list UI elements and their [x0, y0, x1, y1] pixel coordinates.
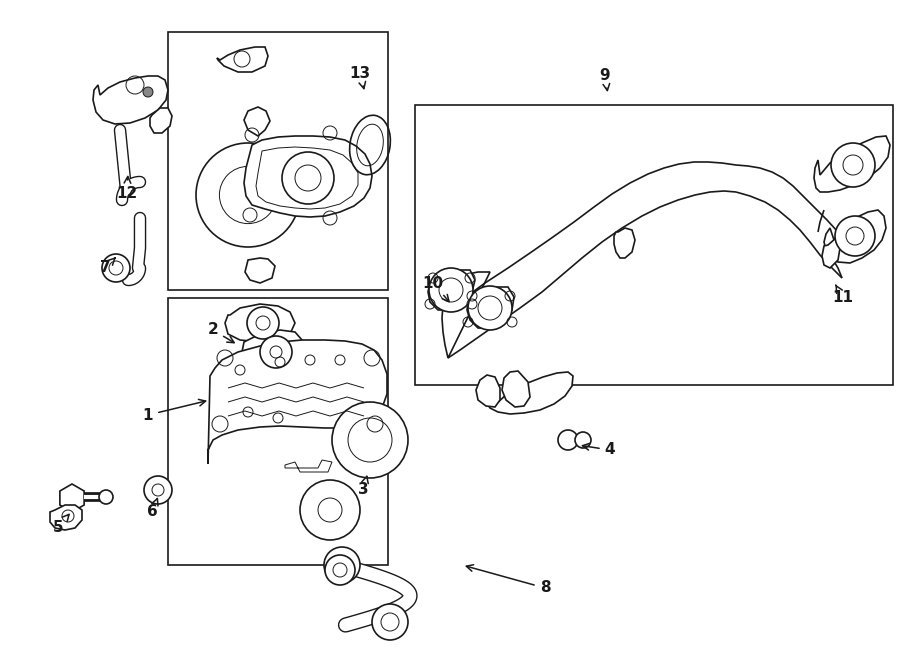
Polygon shape [93, 76, 168, 124]
Text: 10: 10 [422, 275, 449, 302]
Polygon shape [467, 287, 514, 328]
Polygon shape [242, 330, 305, 375]
Circle shape [429, 268, 473, 312]
Circle shape [325, 555, 355, 585]
Circle shape [260, 336, 292, 368]
Polygon shape [822, 238, 840, 268]
Circle shape [318, 498, 342, 522]
Polygon shape [502, 371, 530, 407]
Polygon shape [217, 47, 268, 72]
Circle shape [256, 316, 270, 330]
Polygon shape [50, 505, 82, 530]
Bar [168, 32, 388, 290]
Polygon shape [60, 484, 84, 512]
Text: 7: 7 [100, 258, 115, 275]
Circle shape [143, 87, 153, 97]
Polygon shape [244, 136, 372, 217]
Circle shape [152, 484, 164, 496]
Circle shape [109, 261, 123, 275]
Bar [168, 298, 388, 565]
Polygon shape [225, 304, 295, 342]
Text: 6: 6 [147, 498, 158, 520]
Circle shape [99, 490, 113, 504]
Circle shape [247, 307, 279, 339]
Circle shape [196, 143, 300, 247]
Polygon shape [285, 460, 332, 472]
Circle shape [333, 563, 347, 577]
Bar [415, 105, 893, 385]
Circle shape [332, 402, 408, 478]
Circle shape [372, 604, 408, 640]
Polygon shape [614, 228, 635, 258]
Text: 12: 12 [116, 177, 138, 201]
Polygon shape [244, 107, 270, 136]
Text: 8: 8 [466, 565, 550, 596]
Text: 5: 5 [53, 514, 69, 534]
Text: 3: 3 [357, 476, 368, 498]
Circle shape [575, 432, 591, 448]
Text: 1: 1 [143, 399, 205, 422]
Circle shape [220, 166, 276, 224]
Circle shape [381, 613, 399, 631]
Polygon shape [150, 108, 172, 133]
Text: 13: 13 [349, 66, 371, 89]
Circle shape [478, 296, 502, 320]
Polygon shape [485, 372, 573, 414]
Circle shape [835, 216, 875, 256]
Circle shape [300, 480, 360, 540]
Polygon shape [245, 258, 275, 283]
Polygon shape [428, 270, 475, 310]
Circle shape [846, 227, 864, 245]
Circle shape [324, 547, 360, 583]
Polygon shape [814, 136, 890, 192]
Circle shape [348, 418, 392, 462]
Text: 11: 11 [832, 285, 853, 305]
Polygon shape [476, 375, 500, 407]
Circle shape [558, 430, 578, 450]
Circle shape [102, 254, 130, 282]
Circle shape [295, 165, 321, 191]
Text: 9: 9 [599, 68, 610, 91]
Polygon shape [824, 210, 886, 263]
Circle shape [282, 152, 334, 204]
Circle shape [270, 346, 282, 358]
Circle shape [144, 476, 172, 504]
Circle shape [831, 143, 875, 187]
Text: 2: 2 [208, 322, 234, 343]
Circle shape [333, 556, 351, 574]
Circle shape [843, 155, 863, 175]
Polygon shape [442, 272, 490, 358]
Polygon shape [208, 340, 387, 464]
Circle shape [468, 286, 512, 330]
Circle shape [439, 278, 463, 302]
Text: 4: 4 [582, 442, 616, 457]
